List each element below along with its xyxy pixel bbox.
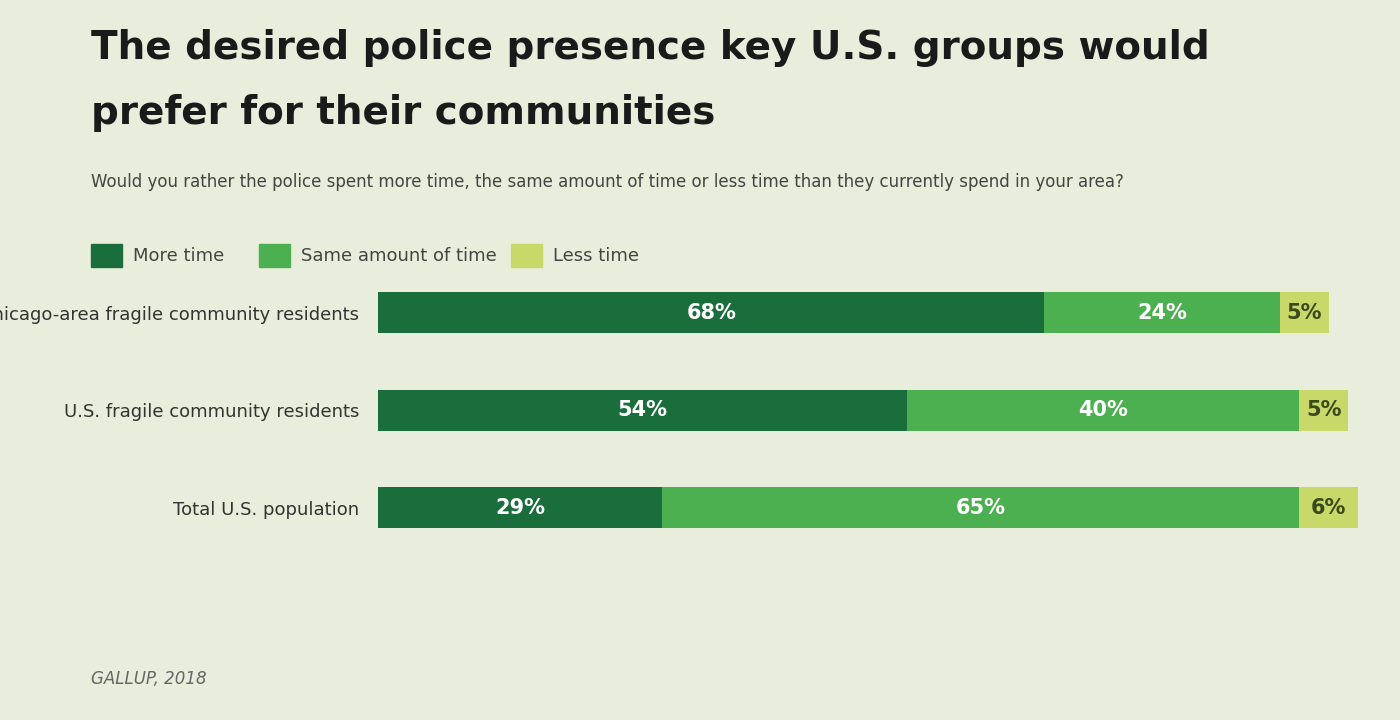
Bar (907, 390, 1299, 431)
Text: Same amount of time: Same amount of time (301, 246, 497, 264)
Text: 24%: 24% (1137, 303, 1187, 323)
Text: 29%: 29% (496, 498, 545, 518)
Text: 54%: 54% (617, 400, 668, 420)
Text: More time: More time (133, 246, 224, 264)
Text: GALLUP, 2018: GALLUP, 2018 (91, 670, 207, 688)
Text: 65%: 65% (956, 498, 1005, 518)
Bar (1044, 292, 1280, 333)
Bar (378, 292, 1044, 333)
Bar (378, 487, 662, 528)
Bar (1280, 292, 1329, 333)
Text: prefer for their communities: prefer for their communities (91, 94, 715, 132)
Text: 5%: 5% (1287, 303, 1322, 323)
Bar (1299, 390, 1348, 431)
Text: 68%: 68% (686, 303, 736, 323)
Text: Less time: Less time (553, 246, 638, 264)
Bar (1299, 487, 1358, 528)
Text: Would you rather the police spent more time, the same amount of time or less tim: Would you rather the police spent more t… (91, 173, 1124, 191)
Text: 6%: 6% (1310, 498, 1347, 518)
Text: The desired police presence key U.S. groups would: The desired police presence key U.S. gro… (91, 29, 1210, 67)
Text: 5%: 5% (1306, 400, 1341, 420)
Text: 40%: 40% (1078, 400, 1128, 420)
Bar (378, 390, 907, 431)
Bar (662, 487, 1299, 528)
